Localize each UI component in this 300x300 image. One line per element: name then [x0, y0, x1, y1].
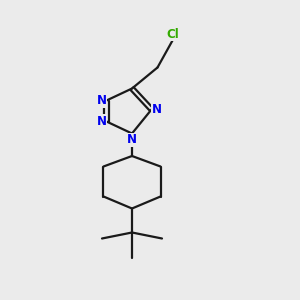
Text: N: N	[97, 94, 106, 107]
Text: N: N	[127, 134, 137, 146]
Text: N: N	[97, 115, 106, 128]
Text: N: N	[152, 103, 161, 116]
Text: Cl: Cl	[166, 28, 179, 40]
